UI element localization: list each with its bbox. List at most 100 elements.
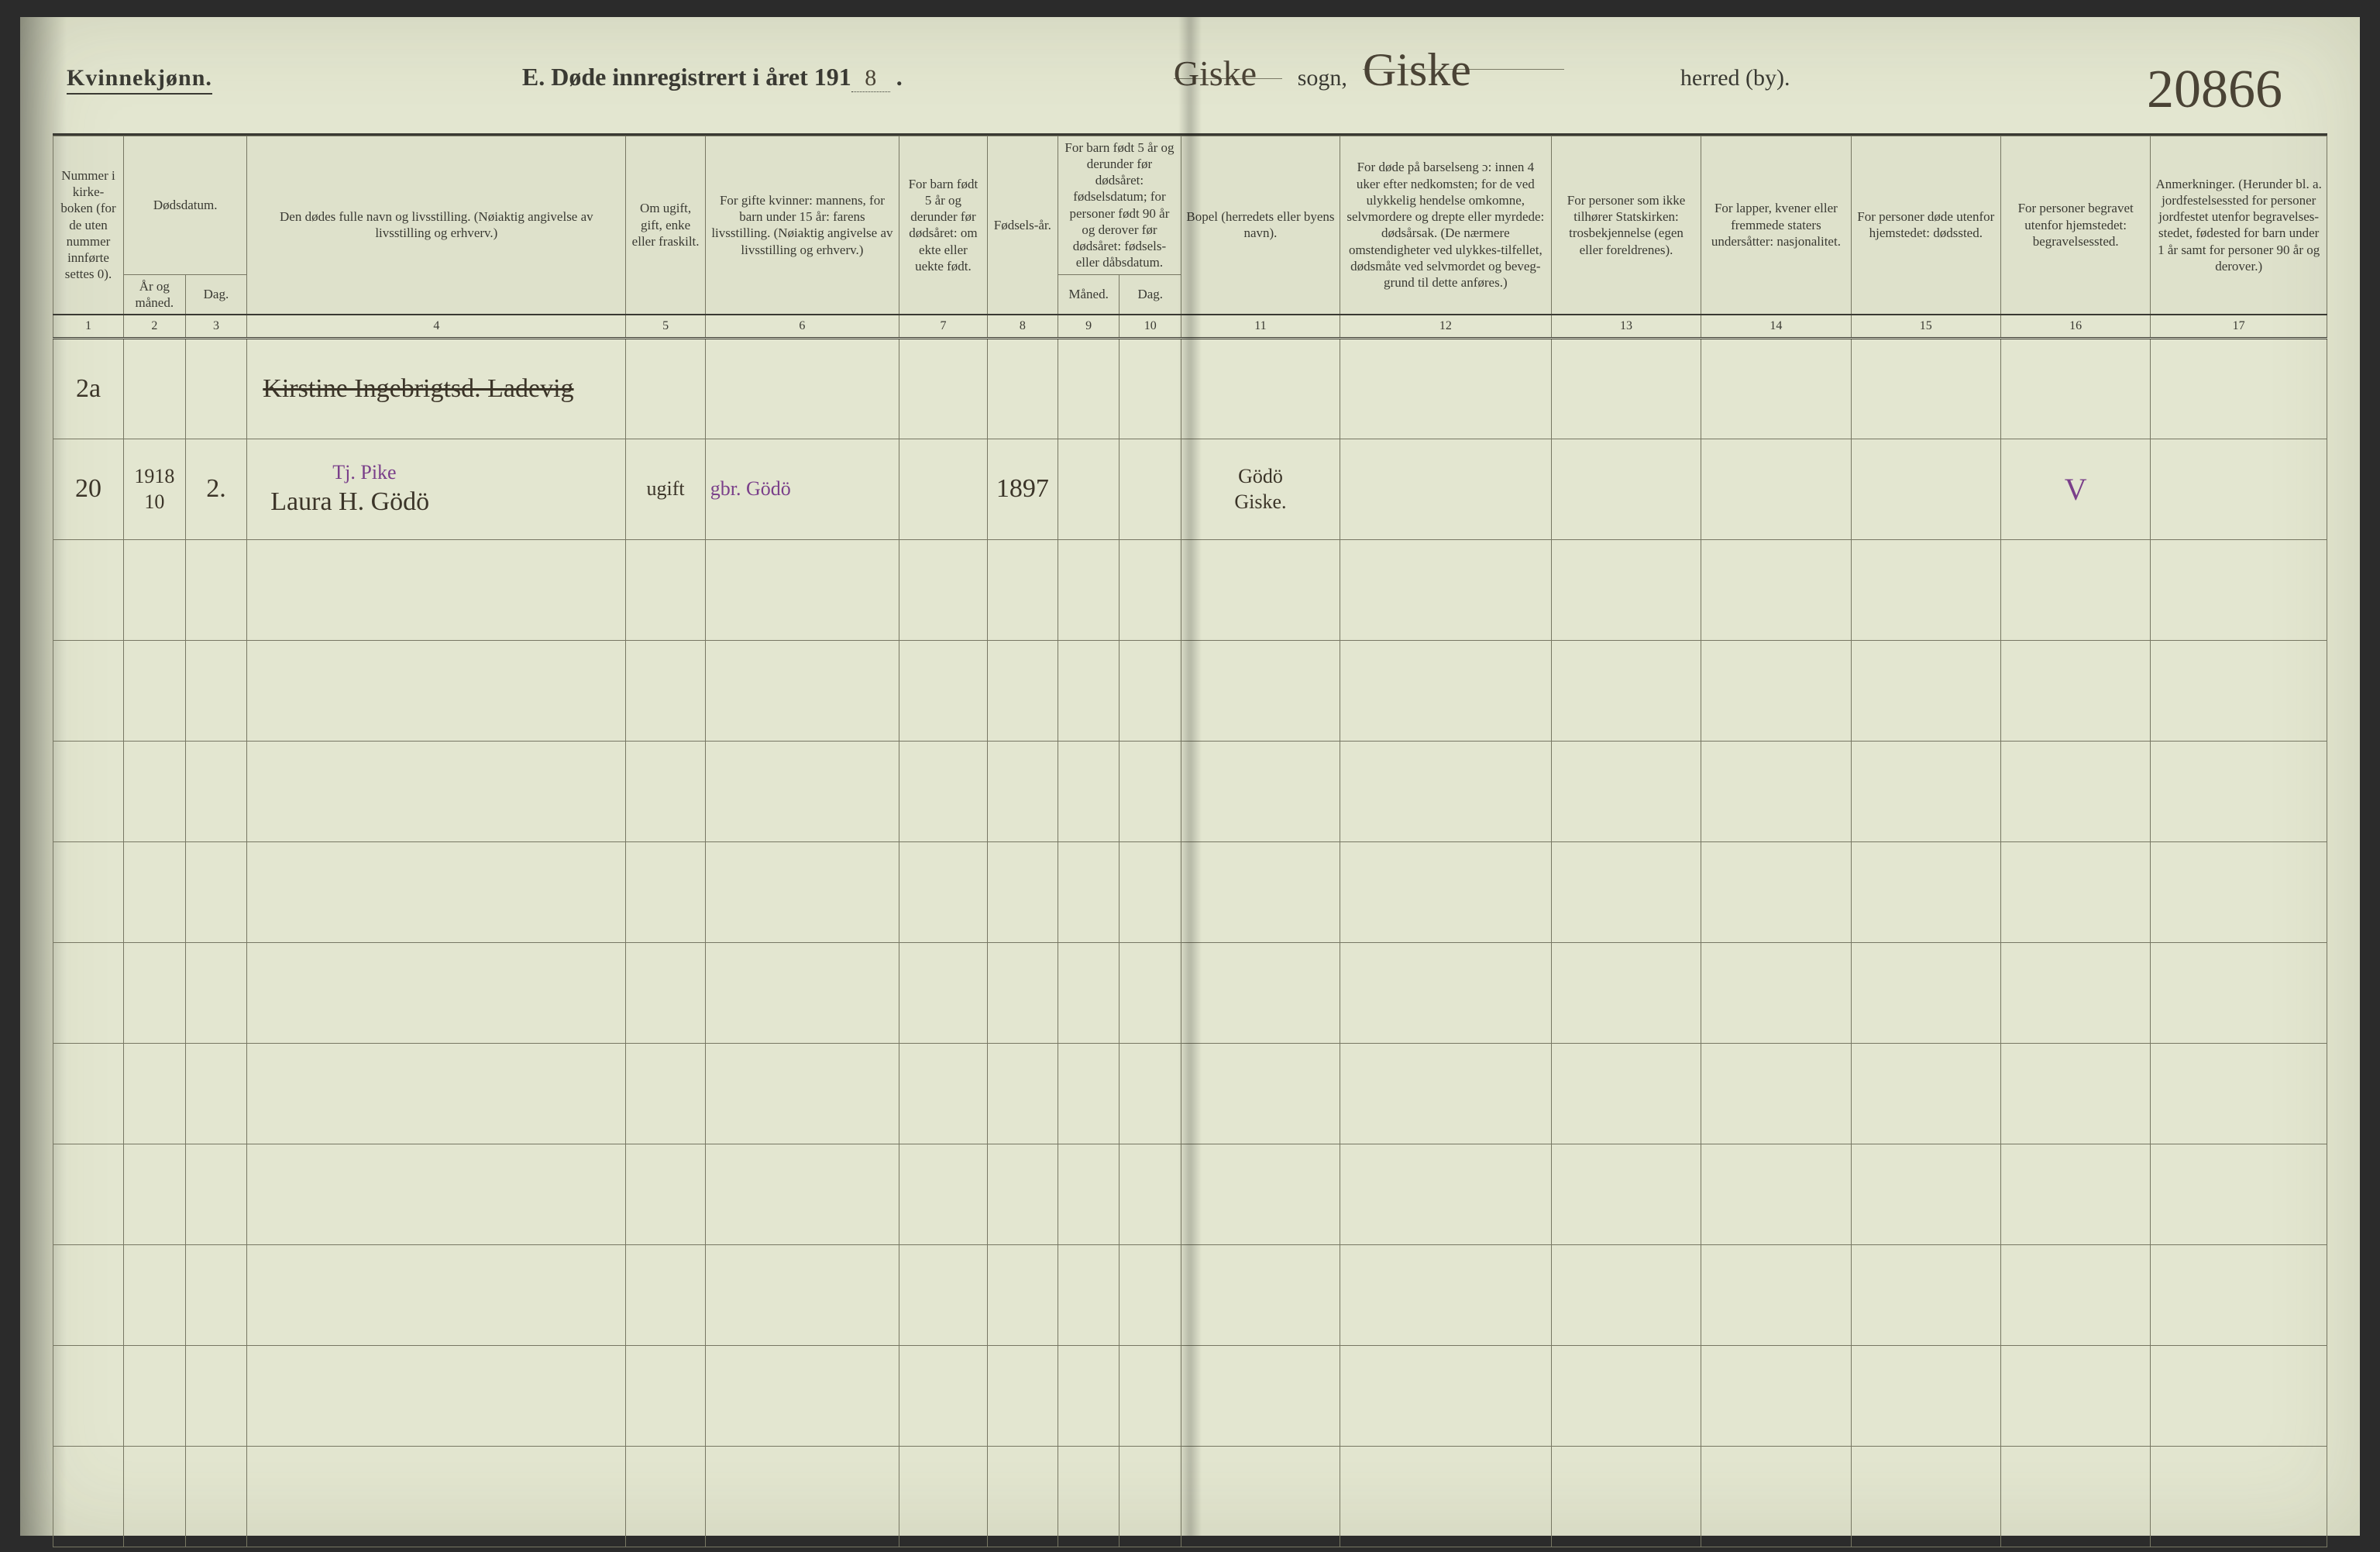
hdr-c10: Dag.	[1119, 274, 1181, 315]
colnum: 5	[626, 315, 705, 339]
hdr-c2: År og måned.	[124, 274, 186, 315]
title-main: E. Døde innregistrert i året 1918 .	[522, 63, 903, 92]
cell-c14	[1701, 439, 1851, 540]
colnum: 1	[53, 315, 124, 339]
hdr-c15: For personer døde utenfor hjemstedet: dø…	[1851, 136, 2000, 315]
cell-c9	[1058, 339, 1119, 439]
colnum: 14	[1701, 315, 1851, 339]
table-row: 20 1918 10 2. Tj. Pike Laura H. Gödö ugi…	[53, 439, 2327, 540]
cell-c9	[1058, 439, 1119, 540]
colnum: 10	[1119, 315, 1181, 339]
hdr-c6: For gifte kvinner: mannens, for barn und…	[705, 136, 899, 315]
hdr-c1: Nummer i kirke-boken (for de uten nummer…	[53, 136, 124, 315]
cell-c8: 1897	[987, 439, 1058, 540]
hdr-c13: For personer som ikke tilhører Statskirk…	[1551, 136, 1701, 315]
hdr-c3: Dag.	[185, 274, 247, 315]
hdr-c4: Den dødes fulle navn og livsstilling. (N…	[247, 136, 626, 315]
colnum: 11	[1181, 315, 1340, 339]
colnum: 16	[2000, 315, 2150, 339]
cell-c16: V	[2000, 439, 2150, 540]
cell-c1: 2a	[53, 339, 124, 439]
cell-c16	[2000, 339, 2150, 439]
table-row	[53, 641, 2327, 742]
cell-c11-top: Gödö	[1186, 464, 1335, 490]
sogn-hw: Giske	[1174, 53, 1282, 79]
cell-c17	[2151, 439, 2327, 540]
cell-c7	[899, 439, 988, 540]
table-body: 2a Kirstine Ingebrigtsd. Ladevig	[53, 339, 2327, 1547]
table-row	[53, 1144, 2327, 1245]
table-row	[53, 1044, 2327, 1144]
colnum: 7	[899, 315, 988, 339]
cell-c14	[1701, 339, 1851, 439]
cell-c1: 20	[53, 439, 124, 540]
cell-c10	[1119, 439, 1181, 540]
sogn-group: Giske sogn, Giske herred (by).	[1174, 43, 1790, 91]
title-row: Kvinnekjønn. E. Døde innregistrert i åre…	[67, 43, 2329, 105]
cell-c2-year: 1918	[129, 464, 181, 490]
cell-c5: ugift	[626, 439, 705, 540]
cell-c15	[1851, 339, 2000, 439]
hdr-c11: Bopel (herredets eller byens navn).	[1181, 136, 1340, 315]
hdr-c12: For døde på barselseng ɔ: innen 4 uker e…	[1340, 136, 1551, 315]
colnum: 12	[1340, 315, 1551, 339]
hdr-c17: Anmerkninger. (Herunder bl. a. jordfeste…	[2151, 136, 2327, 315]
page-number: 20866	[2147, 59, 2282, 121]
cell-c13	[1551, 439, 1701, 540]
cell-c3: 2.	[185, 439, 247, 540]
hdr-c9: Måned.	[1058, 274, 1119, 315]
cell-c7	[899, 339, 988, 439]
register-table-wrap: Nummer i kirke-boken (for de uten nummer…	[53, 133, 2327, 1505]
cell-c5	[626, 339, 705, 439]
cell-c4: Tj. Pike Laura H. Gödö	[247, 439, 626, 540]
colnum: 17	[2151, 315, 2327, 339]
table-row	[53, 1346, 2327, 1447]
title-year-hw: 8	[851, 65, 890, 92]
cell-c4-occupation: Tj. Pike	[270, 460, 621, 486]
table-row	[53, 1245, 2327, 1346]
hdr-c910-top: For barn født 5 år og derunder før dødså…	[1058, 136, 1181, 274]
cell-c3	[185, 339, 247, 439]
hdr-c7: For barn født 5 år og derunder før dødså…	[899, 136, 988, 315]
cell-c12	[1340, 339, 1551, 439]
colnum: 4	[247, 315, 626, 339]
cell-c2	[124, 339, 186, 439]
table-header: Nummer i kirke-boken (for de uten nummer…	[53, 136, 2327, 339]
cell-c6: gbr. Gödö	[705, 439, 899, 540]
hdr-c14: For lapper, kvener eller fremmede stater…	[1701, 136, 1851, 315]
herred-hw: Giske	[1363, 43, 1564, 70]
cell-c8	[987, 339, 1058, 439]
column-numbers: 1 2 3 4 5 6 7 8 9 10 11 12 13 14 15 16 1	[53, 315, 2327, 339]
colnum: 13	[1551, 315, 1701, 339]
cell-c10	[1119, 339, 1181, 439]
document-page: Kvinnekjønn. E. Døde innregistrert i åre…	[20, 17, 2360, 1536]
cell-c2-month: 10	[129, 490, 181, 515]
colnum: 2	[124, 315, 186, 339]
cell-c13	[1551, 339, 1701, 439]
colnum: 3	[185, 315, 247, 339]
table-row	[53, 842, 2327, 943]
cell-c4: Kirstine Ingebrigtsd. Ladevig	[247, 339, 626, 439]
table-row: 2a Kirstine Ingebrigtsd. Ladevig	[53, 339, 2327, 439]
cell-c2: 1918 10	[124, 439, 186, 540]
cell-c15	[1851, 439, 2000, 540]
cell-c6	[705, 339, 899, 439]
colnum: 15	[1851, 315, 2000, 339]
hdr-c8: Fødsels-år.	[987, 136, 1058, 315]
cell-c17	[2151, 339, 2327, 439]
cell-c11	[1181, 339, 1340, 439]
register-table: Nummer i kirke-boken (for de uten nummer…	[53, 136, 2327, 1548]
hdr-c23-top: Dødsdatum.	[124, 136, 247, 274]
cell-c4-name: Laura H. Gödö	[270, 486, 621, 519]
hdr-c16: For personer begravet utenfor hjemstedet…	[2000, 136, 2150, 315]
table-row	[53, 1447, 2327, 1547]
cell-c12	[1340, 439, 1551, 540]
table-row	[53, 540, 2327, 641]
herred-label: herred (by).	[1680, 65, 1790, 91]
cell-c11: Gödö Giske.	[1181, 439, 1340, 540]
gender-label: Kvinnekjønn.	[67, 65, 212, 95]
hdr-c5: Om ugift, gift, enke eller fraskilt.	[626, 136, 705, 315]
cell-c11-bot: Giske.	[1186, 490, 1335, 515]
table-row	[53, 943, 2327, 1044]
colnum: 9	[1058, 315, 1119, 339]
